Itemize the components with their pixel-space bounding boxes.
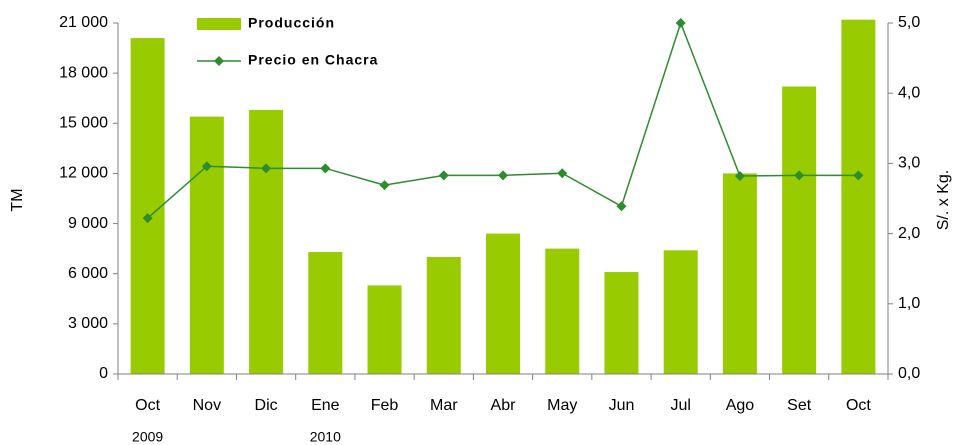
y-tick-label: 18 000 [59, 64, 108, 81]
x-tick-label: Jul [670, 397, 690, 414]
y2-axis-label: S/. x Kg. [935, 170, 952, 230]
legend-label: Producción [248, 15, 335, 31]
y-tick-label: 9 000 [68, 215, 108, 232]
bar [130, 38, 165, 375]
marker [675, 18, 686, 28]
y-tick-label: 3 000 [68, 315, 108, 332]
bar [604, 272, 639, 374]
y2-tick-label: 1,0 [898, 295, 920, 312]
bar [249, 109, 284, 375]
bar [722, 173, 757, 374]
legend-swatch [197, 18, 241, 30]
bar [841, 19, 876, 375]
y-tick-label: 6 000 [68, 265, 108, 282]
x-tick-label: May [547, 397, 577, 414]
x-tick-label: Oct [846, 397, 871, 414]
marker [201, 161, 212, 172]
marker [142, 213, 153, 224]
marker [438, 170, 449, 181]
marker [616, 201, 627, 212]
marker [498, 170, 508, 181]
bar [545, 248, 580, 374]
marker [794, 170, 805, 181]
x-group-label: 2009 [132, 429, 163, 445]
y-tick-label: 0 [99, 365, 108, 382]
x-tick-label: Ago [726, 397, 755, 414]
marker [379, 180, 390, 191]
marker [320, 163, 331, 174]
x-tick-label: Ene [311, 397, 340, 414]
marker [734, 171, 745, 182]
y2-tick-label: 3,0 [898, 155, 920, 172]
bar [782, 86, 817, 374]
legend-marker [214, 56, 224, 66]
x-tick-label: Dic [255, 397, 278, 414]
y-tick-label: 12 000 [59, 165, 108, 182]
legend-label: Precio en Chacra [248, 52, 378, 68]
y-axis-label: TM [9, 188, 26, 211]
marker [557, 168, 568, 179]
x-tick-label: Nov [193, 397, 221, 414]
y-tick-label: 21 000 [59, 14, 108, 31]
bar [663, 250, 698, 374]
bar [426, 257, 461, 374]
x-group-label: 2010 [310, 429, 341, 445]
x-tick-label: Jun [609, 397, 635, 414]
x-tick-label: Feb [371, 397, 399, 414]
y2-tick-label: 2,0 [898, 225, 920, 242]
x-tick-label: Mar [430, 397, 458, 414]
bar [367, 285, 402, 374]
y2-tick-label: 4,0 [898, 84, 920, 101]
y2-tick-label: 5,0 [898, 14, 920, 31]
x-tick-label: Oct [135, 397, 160, 414]
marker [853, 170, 864, 181]
y2-tick-label: 0,0 [898, 365, 920, 382]
bar [486, 233, 520, 374]
marker [261, 163, 272, 174]
x-tick-label: Abr [491, 397, 517, 414]
bar [189, 116, 224, 374]
x-tick-label: Set [787, 397, 812, 414]
y-tick-label: 15 000 [59, 115, 108, 132]
bar [308, 251, 343, 374]
